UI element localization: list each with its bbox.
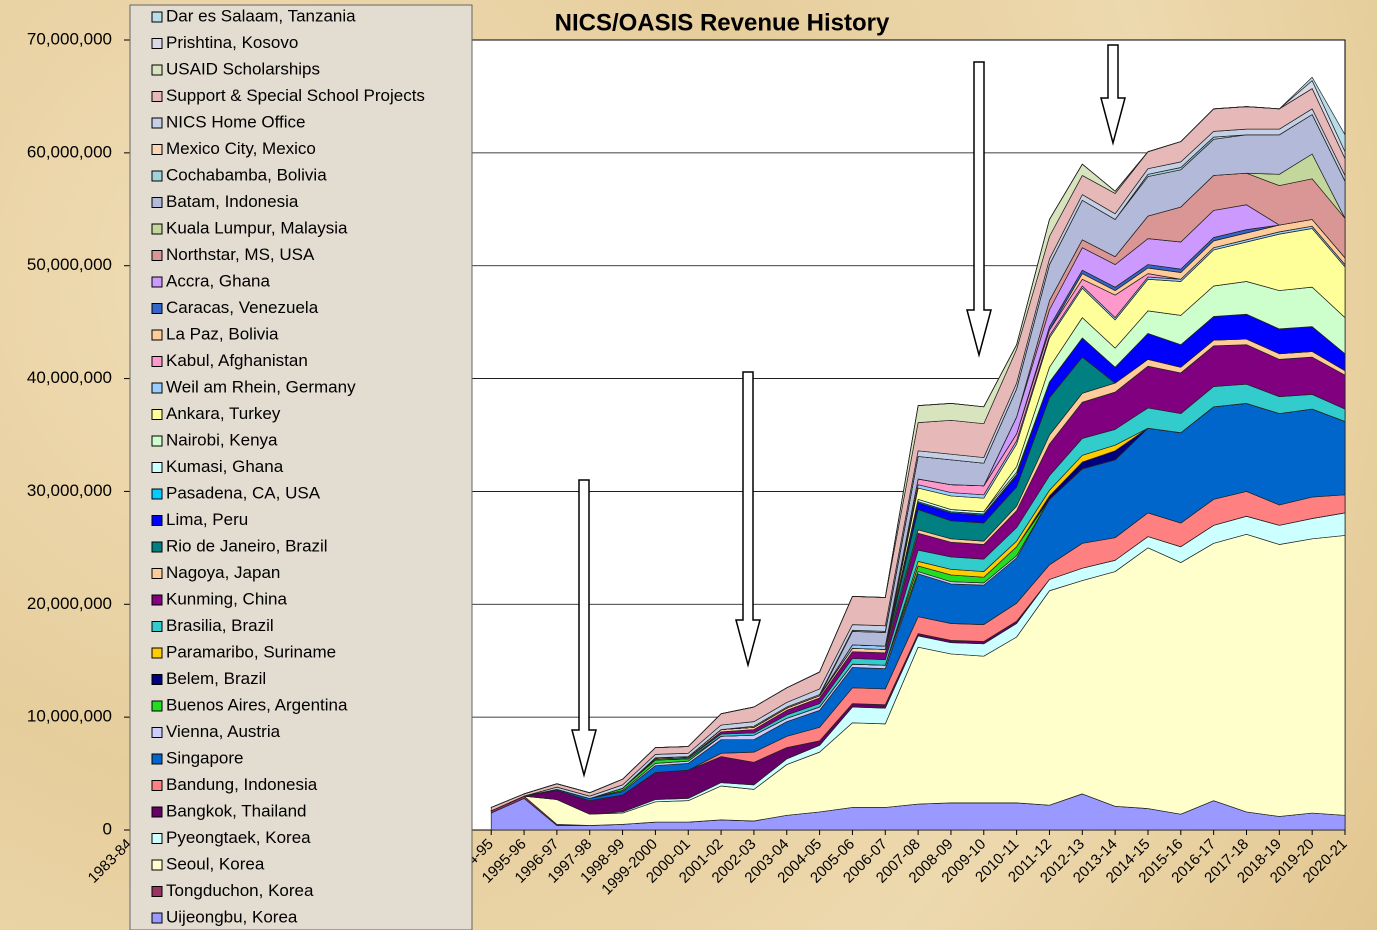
legend-swatch: [151, 91, 163, 102]
y-tick-label: 10,000,000: [27, 707, 112, 726]
legend-label: Support & Special School Projects: [166, 86, 425, 105]
legend-label: Singapore: [166, 748, 244, 767]
y-tick-label: 70,000,000: [27, 29, 112, 48]
legend-swatch: [151, 223, 163, 235]
legend: Dar es Salaam, Tanzania Prishtina, Kosovo…: [129, 4, 473, 930]
legend-label: Bangkok, Thailand: [166, 801, 307, 820]
legend-swatch: [151, 859, 163, 871]
legend-label: Tongduchon, Korea: [166, 881, 314, 900]
legend-label: USAID Scholarships: [166, 59, 320, 78]
legend-label: Caracas, Venezuela: [166, 298, 319, 317]
legend-label: Cochabamba, Bolivia: [166, 165, 327, 184]
legend-label: Buenos Aires, Argentina: [166, 695, 348, 714]
legend-swatch: [151, 594, 163, 606]
legend-swatch: [151, 11, 163, 23]
y-tick-label: 20,000,000: [27, 594, 112, 613]
legend-swatch: [151, 674, 163, 685]
legend-label: Seoul, Korea: [166, 854, 265, 873]
legend-box: [129, 4, 473, 930]
legend-label: NICS Home Office: [166, 112, 306, 131]
legend-swatch: [151, 382, 163, 394]
legend-label: Belem, Brazil: [166, 669, 266, 688]
legend-label: Kunming, China: [166, 589, 288, 608]
legend-swatch: [151, 329, 163, 341]
legend-label: Brasilia, Brazil: [166, 616, 274, 635]
legend-swatch: [151, 38, 163, 49]
legend-label: Pasadena, CA, USA: [166, 483, 321, 502]
legend-label: Pyeongtaek, Korea: [166, 828, 311, 847]
y-tick-label: 30,000,000: [27, 481, 112, 500]
legend-swatch: [151, 912, 163, 924]
legend-label: Dar es Salaam, Tanzania: [166, 6, 356, 25]
y-tick-label: 40,000,000: [27, 368, 112, 387]
legend-swatch: [151, 727, 163, 738]
legend-swatch: [151, 621, 163, 632]
legend-swatch: [151, 250, 163, 261]
legend-swatch: [151, 753, 163, 765]
legend-label: Kuala Lumpur, Malaysia: [166, 218, 348, 237]
legend-label: Paramaribo, Suriname: [166, 642, 336, 661]
legend-swatch: [151, 833, 163, 844]
legend-label: Weil am Rhein, Germany: [166, 377, 356, 396]
legend-swatch: [151, 170, 163, 182]
legend-label: Ankara, Turkey: [166, 404, 281, 423]
legend-swatch: [151, 144, 163, 155]
area: [490, 76, 1346, 808]
legend-label: Kabul, Afghanistan: [166, 351, 308, 370]
legend-label: Uijeongbu, Korea: [166, 907, 298, 926]
legend-swatch: [151, 515, 163, 526]
legend-swatch: [151, 700, 163, 712]
legend-label: Mexico City, Mexico: [166, 139, 316, 158]
y-tick-label: 50,000,000: [27, 255, 112, 274]
legend-swatch: [151, 886, 163, 897]
legend-swatch: [151, 276, 163, 288]
y-tick-label: 60,000,000: [27, 142, 112, 161]
arrow: [1100, 44, 1126, 146]
arrow: [735, 371, 761, 668]
legend-label: Prishtina, Kosovo: [166, 33, 298, 52]
legend-swatch: [151, 303, 163, 314]
legend-label: Rio de Janeiro, Brazil: [166, 536, 328, 555]
legend-swatch: [151, 356, 163, 367]
x-tick-label: 1983-84: [85, 836, 136, 887]
legend-label: Nairobi, Kenya: [166, 430, 278, 449]
legend-swatch: [151, 197, 163, 208]
legend-swatch: [151, 780, 163, 791]
legend-label: La Paz, Bolivia: [166, 324, 279, 343]
legend-label: Bandung, Indonesia: [166, 775, 318, 794]
legend-swatch: [151, 117, 163, 129]
legend-swatch: [151, 409, 163, 420]
legend-swatch: [151, 462, 163, 473]
legend-label: Vienna, Austria: [166, 722, 281, 741]
legend-label: Northstar, MS, USA: [166, 245, 315, 264]
legend-label: Nagoya, Japan: [166, 563, 280, 582]
legend-label: Batam, Indonesia: [166, 192, 299, 211]
legend-label: Lima, Peru: [166, 510, 248, 529]
legend-label: Kumasi, Ghana: [166, 457, 284, 476]
arrow: [571, 479, 597, 778]
legend-swatch: [151, 541, 163, 553]
legend-label: Accra, Ghana: [166, 271, 270, 290]
legend-swatch: [151, 647, 163, 659]
legend-swatch: [151, 568, 163, 579]
legend-swatch: [151, 488, 163, 500]
chart-title: NICS/OASIS Revenue History: [555, 9, 890, 36]
y-tick-label: 0: [103, 819, 112, 838]
legend-swatch: [151, 64, 163, 76]
legend-swatch: [151, 435, 163, 447]
legend-swatch: [151, 806, 163, 818]
arrow: [966, 61, 992, 358]
